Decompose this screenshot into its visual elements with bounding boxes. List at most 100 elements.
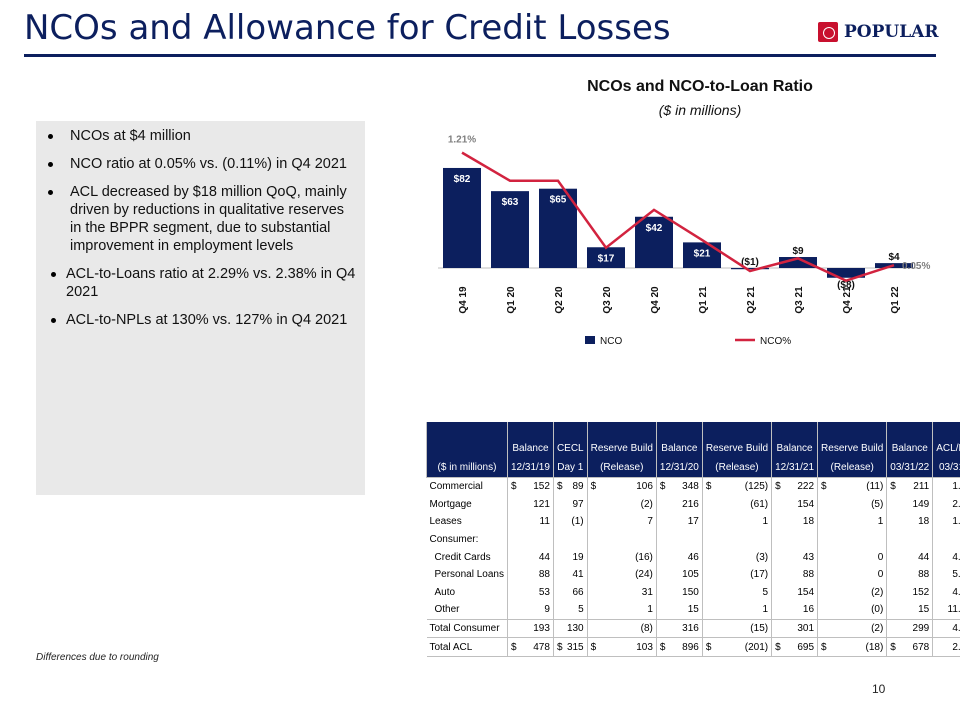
table-cell: 1 bbox=[586, 601, 657, 620]
table-cell bbox=[817, 530, 887, 549]
table-header-cell: Reserve Build bbox=[701, 422, 772, 457]
cell-value: 18 bbox=[802, 516, 815, 528]
currency-symbol: $ bbox=[556, 481, 563, 493]
cell-value: (0) bbox=[871, 604, 884, 616]
cell-value: 16 bbox=[802, 604, 815, 616]
cell-value: (17) bbox=[750, 569, 769, 581]
row-label: Mortgage bbox=[429, 498, 472, 510]
table-header-cell: (Release) bbox=[817, 457, 887, 478]
bar-value-label: $9 bbox=[792, 246, 804, 257]
cell-value: 121 bbox=[533, 498, 550, 510]
cell-value: 106 bbox=[636, 481, 653, 493]
cell-value: (15) bbox=[750, 623, 769, 635]
acl-table: Balance CECL Reserve Build Balance Reserve B… bbox=[426, 422, 960, 657]
x-tick-label: Q3 20 bbox=[602, 286, 613, 314]
cell-value: (2) bbox=[871, 586, 884, 598]
cell-value: (5) bbox=[871, 498, 884, 510]
cell-value: 4.44% bbox=[952, 586, 960, 598]
table-cell: (5) bbox=[817, 495, 887, 514]
table-cell: $211 bbox=[886, 476, 933, 496]
x-tick-label: Q4 19 bbox=[458, 286, 469, 314]
cell-value: 11.60% bbox=[947, 604, 960, 616]
x-tick-label: Q1 21 bbox=[698, 286, 709, 314]
table-cell: $896 bbox=[655, 637, 703, 657]
table-cell bbox=[655, 530, 703, 549]
table-cell: 152 bbox=[886, 583, 933, 602]
cell-value: 315 bbox=[566, 641, 584, 653]
table-cell: $106 bbox=[586, 476, 657, 496]
table-row: Total ACL $478 $315 $103 $896 $ (201) $695 $ (18)… bbox=[426, 637, 960, 657]
table-header-row-2: ($ in millions) 12/31/19 Day 1 (Release) 12/… bbox=[426, 457, 960, 478]
table-header-cell bbox=[426, 422, 508, 457]
table-cell: 41 bbox=[552, 565, 588, 584]
nco-bar bbox=[635, 216, 673, 268]
bullet-item: ACL-to-Loans ratio at 2.29% vs. 2.38% in… bbox=[51, 266, 356, 300]
table-cell bbox=[701, 530, 772, 549]
x-tick-label: Q4 20 bbox=[650, 286, 661, 314]
table-cell: 88 bbox=[771, 565, 818, 584]
x-tick-label: Q2 21 bbox=[746, 286, 757, 314]
chart-title: NCOs and NCO-to-Loan Ratio bbox=[587, 78, 813, 95]
cell-value: 44 bbox=[918, 551, 930, 563]
cell-value: (125) bbox=[744, 481, 769, 493]
cell-value: 478 bbox=[533, 641, 550, 653]
cell-value: 193 bbox=[533, 623, 550, 635]
table-cell: 5.53% bbox=[932, 565, 960, 584]
cell-value: (3) bbox=[755, 551, 769, 563]
x-tick-label: Q3 21 bbox=[794, 286, 805, 314]
table-cell: 16 bbox=[771, 601, 818, 620]
currency-symbol: $ bbox=[590, 481, 597, 493]
cell-value: 130 bbox=[566, 623, 584, 635]
cell-value: (18) bbox=[865, 641, 884, 653]
cell-value: 0 bbox=[877, 569, 884, 581]
chart-subtitle: ($ in millions) bbox=[658, 102, 742, 118]
table-cell: 4.44% bbox=[932, 583, 960, 602]
table-cell bbox=[586, 530, 657, 549]
nco-bar bbox=[587, 247, 625, 268]
table-header-cell: Balance bbox=[886, 422, 933, 457]
bar-value-label: $82 bbox=[454, 174, 471, 185]
table-cell: (2) bbox=[817, 583, 887, 602]
table-cell: 88 bbox=[507, 565, 554, 584]
cell-value: 103 bbox=[636, 641, 653, 653]
cell-value: 43 bbox=[802, 551, 815, 563]
table-header-cell: (Release) bbox=[701, 457, 772, 478]
currency-symbol: $ bbox=[705, 641, 712, 653]
cell-value: 105 bbox=[682, 569, 699, 581]
cell-value: 4.78% bbox=[952, 551, 960, 563]
table-cell: 18 bbox=[886, 513, 933, 531]
table-cell: $695 bbox=[771, 637, 818, 657]
table-cell: 2.29% bbox=[932, 637, 960, 657]
title-underline bbox=[24, 54, 936, 57]
table-cell: 0 bbox=[817, 565, 887, 584]
table-header-cell: 12/31/21 bbox=[771, 457, 818, 478]
table-cell: $ (11) bbox=[817, 476, 887, 496]
table-cell: $89 bbox=[552, 476, 588, 496]
table-row: Auto 53 66 31 150 5 154 (2) 152 4.44% bbox=[427, 583, 960, 602]
currency-symbol: $ bbox=[511, 641, 517, 653]
cell-value: 88 bbox=[918, 569, 930, 581]
table-cell: $222 bbox=[771, 476, 818, 496]
table-cell: $478 bbox=[507, 637, 554, 657]
bar-value-label: $21 bbox=[694, 248, 711, 259]
table-cell: 301 bbox=[771, 618, 818, 638]
cell-value: 66 bbox=[572, 586, 584, 598]
table-header-cell: Balance bbox=[507, 422, 554, 457]
table-cell bbox=[771, 530, 818, 549]
table-cell: 18 bbox=[771, 513, 818, 531]
cell-value: 695 bbox=[797, 641, 815, 653]
currency-symbol: $ bbox=[775, 641, 781, 653]
table-cell: $103 bbox=[586, 637, 657, 657]
table-cell: 11.60% bbox=[932, 601, 960, 620]
cell-value: 9 bbox=[544, 604, 550, 616]
table-header-cell: ($ in millions) bbox=[426, 457, 508, 478]
table-row: Commercial $152 $89 $106 $348 $ (125) $222 $ (11)… bbox=[426, 476, 960, 496]
table-header-cell: CECL bbox=[552, 422, 588, 457]
cell-value: 88 bbox=[802, 569, 815, 581]
nco-bar bbox=[827, 268, 865, 278]
table-cell bbox=[932, 530, 960, 549]
row-label: Total ACL bbox=[426, 637, 508, 657]
cell-value: 152 bbox=[533, 481, 550, 493]
cell-value: (16) bbox=[635, 551, 653, 563]
nco-chart: $82 Q4 19 $63 Q1 20 $65 Q2 20 $17 Q3 20 $42 Q4 20… bbox=[438, 135, 930, 347]
